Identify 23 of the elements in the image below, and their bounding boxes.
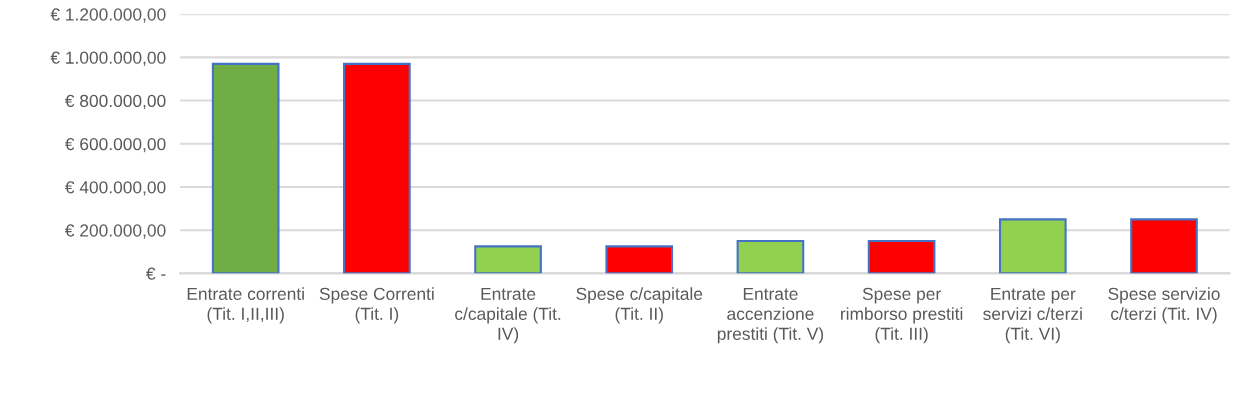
y-tick-label: € - — [146, 267, 166, 280]
y-tick-label: € 400.000,00 — [64, 181, 166, 196]
x-tick-label: Spese servizio c/terzi (Tit. IV) — [1108, 287, 1220, 324]
x-tick-label: Entrate correnti (Tit. I,II,III) — [187, 287, 304, 324]
x-tick-label: Spese c/capitale (Tit. II) — [576, 287, 703, 324]
y-tick-label: € 800.000,00 — [64, 94, 166, 110]
y-tick-label: € 1.200.000,00 — [50, 8, 166, 23]
bar — [998, 218, 1067, 274]
bar — [736, 239, 805, 274]
x-tick-label: Entrate c/capitale (Tit. IV) — [455, 287, 561, 344]
y-tick-label: € 200.000,00 — [64, 224, 166, 239]
bar — [1130, 218, 1198, 274]
x-tick-label: Entrate accenzione prestiti (Tit. V) — [717, 287, 824, 344]
bar — [605, 245, 674, 274]
y-tick-label: € 1.000.000,00 — [50, 51, 166, 66]
bar — [867, 239, 936, 274]
bar — [211, 62, 280, 274]
bar — [343, 62, 411, 274]
x-tick-label: Spese per rimborso prestiti (Tit. III) — [841, 287, 963, 344]
bar — [474, 245, 542, 274]
x-tick-label: Entrate per servizi c/terzi (Tit. VI) — [983, 287, 1082, 344]
y-tick-label: € 600.000,00 — [64, 137, 166, 153]
x-tick-label: Spese Correnti (Tit. I) — [319, 287, 434, 324]
